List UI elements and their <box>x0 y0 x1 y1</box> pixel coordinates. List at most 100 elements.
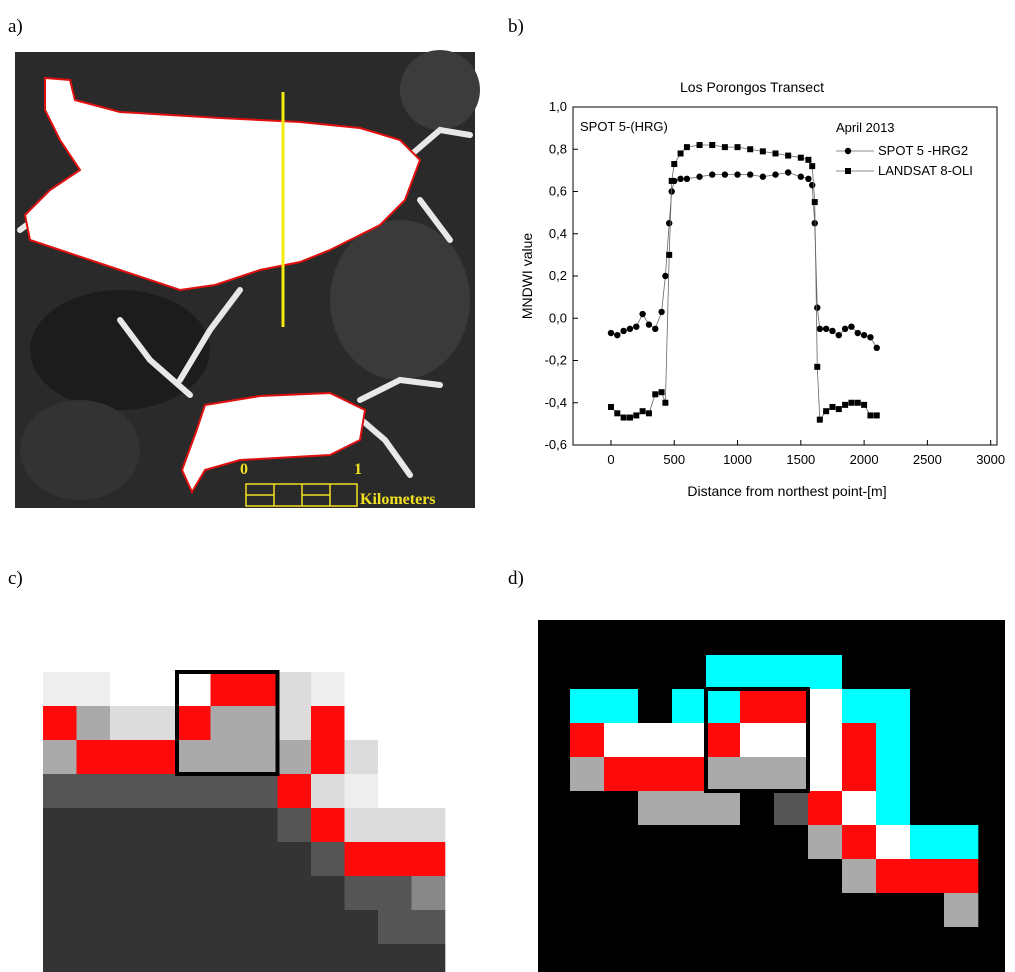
pixel <box>77 740 111 774</box>
legend-title: April 2013 <box>836 120 895 135</box>
marker <box>848 324 854 330</box>
pixel <box>876 927 910 961</box>
pixel <box>211 944 245 972</box>
pixel <box>378 774 412 808</box>
pixel <box>77 944 111 972</box>
pixel <box>944 825 978 859</box>
pixel <box>570 791 604 825</box>
pixel <box>876 791 910 825</box>
pixel <box>740 859 774 893</box>
pixel <box>110 672 144 706</box>
marker <box>678 150 684 156</box>
y-tick-label: 0,6 <box>549 184 567 199</box>
marker <box>848 400 854 406</box>
pixel <box>378 706 412 740</box>
pixel <box>638 927 672 961</box>
pixel <box>43 876 77 910</box>
pixel <box>144 706 178 740</box>
pixel <box>910 791 944 825</box>
marker <box>669 178 675 184</box>
pixel <box>774 655 808 689</box>
x-tick-label: 2500 <box>913 452 942 467</box>
marker <box>677 176 683 182</box>
pixel <box>740 791 774 825</box>
y-tick-label: 0,4 <box>549 226 567 241</box>
pixel <box>110 944 144 972</box>
annotation: SPOT 5-(HRG) <box>580 119 668 134</box>
pixel <box>604 859 638 893</box>
pixel <box>412 910 446 944</box>
marker <box>814 304 820 310</box>
pixel <box>278 808 312 842</box>
marker <box>867 334 873 340</box>
pixel <box>910 859 944 893</box>
pixel <box>43 808 77 842</box>
pixel <box>774 825 808 859</box>
pixel <box>740 689 774 723</box>
pixel <box>740 757 774 791</box>
pixel <box>808 757 842 791</box>
marker <box>671 161 677 167</box>
scale-label: 0 <box>240 461 248 478</box>
pixel <box>944 689 978 723</box>
marker <box>829 404 835 410</box>
marker <box>747 146 753 152</box>
pixel <box>412 842 446 876</box>
pixel <box>244 910 278 944</box>
marker <box>836 406 842 412</box>
pixel <box>944 757 978 791</box>
pixel <box>808 791 842 825</box>
pixel <box>412 944 446 972</box>
pixel <box>740 893 774 927</box>
scale-unit: Kilometers <box>360 491 436 508</box>
pixel <box>110 706 144 740</box>
marker <box>614 410 620 416</box>
x-tick-label: 500 <box>663 452 685 467</box>
pixel <box>77 808 111 842</box>
pixel-grid <box>538 620 1005 972</box>
pixel <box>842 893 876 927</box>
pixel <box>706 757 740 791</box>
pixel <box>570 927 604 961</box>
pixel <box>378 910 412 944</box>
marker <box>845 148 851 154</box>
marker <box>662 273 668 279</box>
satellite-image: 0 1 Kilometers <box>15 50 480 508</box>
pixel <box>638 723 672 757</box>
pixel <box>910 927 944 961</box>
x-tick-label: 0 <box>607 452 614 467</box>
pixel <box>177 910 211 944</box>
pixel <box>944 791 978 825</box>
pixel <box>876 655 910 689</box>
marker <box>798 174 804 180</box>
pixel <box>570 655 604 689</box>
pixel <box>672 859 706 893</box>
x-axis-label: Distance from northest point-[m] <box>687 483 886 499</box>
marker <box>662 400 668 406</box>
pixel <box>706 825 740 859</box>
marker <box>817 326 823 332</box>
pixel <box>177 706 211 740</box>
pixel <box>311 706 345 740</box>
pixel <box>211 808 245 842</box>
pixel <box>876 859 910 893</box>
pixel <box>43 740 77 774</box>
pixel <box>808 655 842 689</box>
pixel <box>211 910 245 944</box>
pixel <box>672 757 706 791</box>
pixel <box>672 927 706 961</box>
pixel <box>774 791 808 825</box>
pixel <box>740 723 774 757</box>
pixel <box>672 723 706 757</box>
pixel <box>706 689 740 723</box>
marker <box>812 199 818 205</box>
marker <box>842 326 848 332</box>
marker <box>722 171 728 177</box>
marker <box>855 400 861 406</box>
pixel <box>570 689 604 723</box>
pixel <box>808 689 842 723</box>
pixel <box>345 706 379 740</box>
marker <box>773 150 779 156</box>
pixel <box>774 859 808 893</box>
marker <box>760 148 766 154</box>
